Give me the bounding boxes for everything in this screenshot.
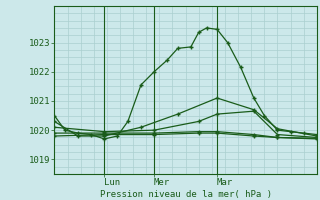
X-axis label: Pression niveau de la mer( hPa ): Pression niveau de la mer( hPa ) — [100, 190, 272, 199]
